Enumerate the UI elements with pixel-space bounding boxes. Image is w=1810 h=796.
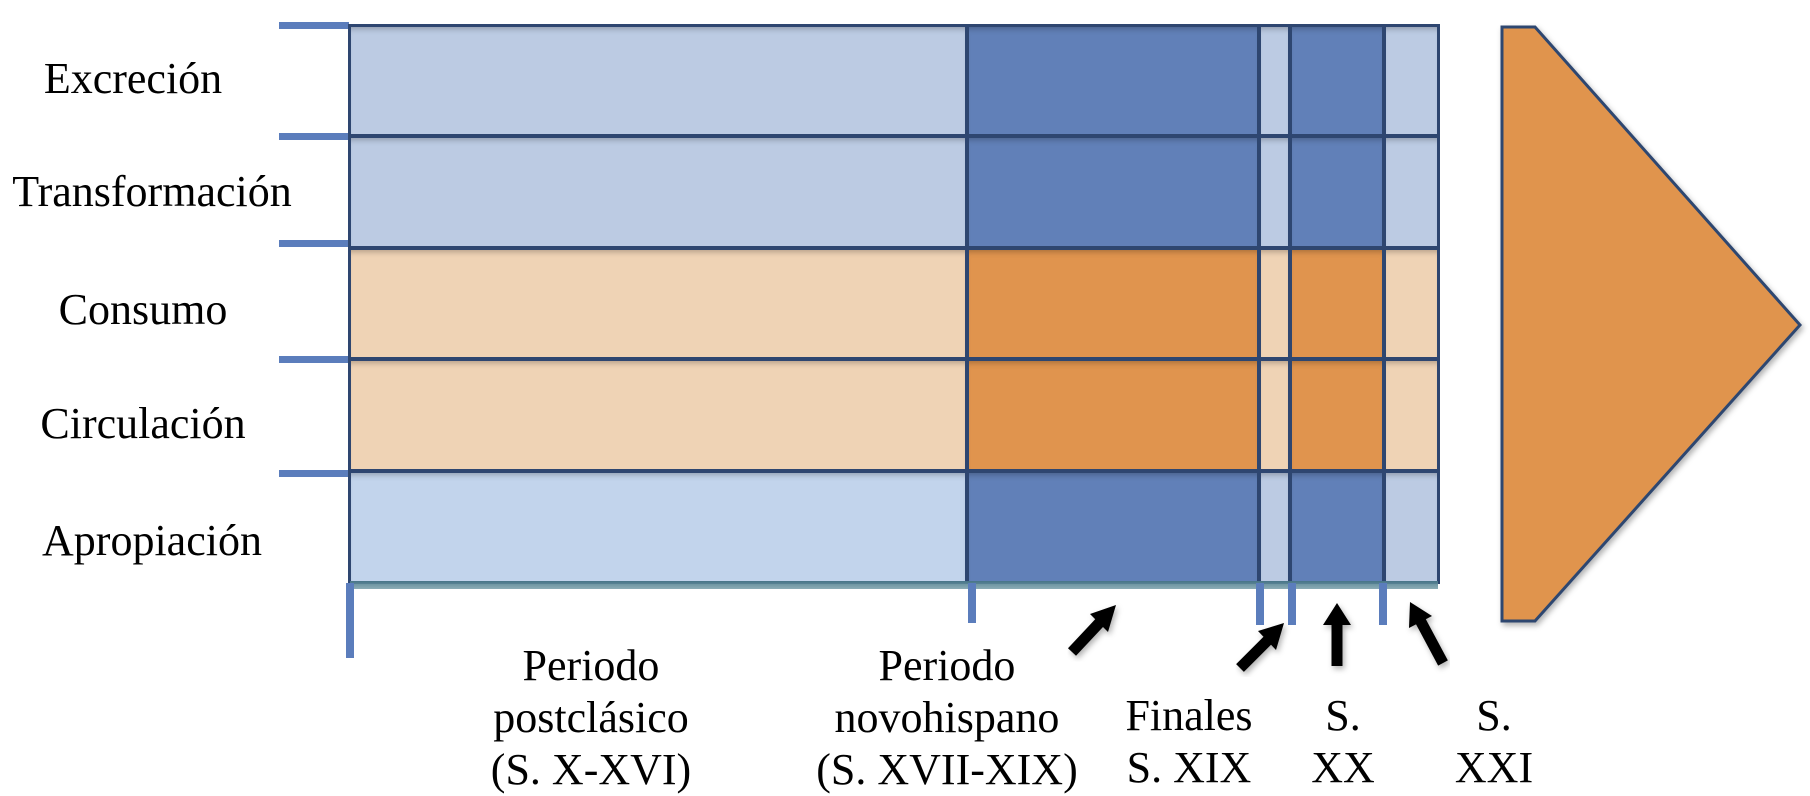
cell-4-0: [348, 470, 968, 584]
period-tick: [1256, 583, 1264, 625]
grid-base-band: [350, 581, 1438, 589]
row-label-apropiacion: Apropiación: [42, 516, 262, 565]
period-label-finales-xix: Finales S. XIX: [1125, 690, 1252, 794]
row-tick: [279, 22, 349, 29]
pointer-arrow-icon: [1236, 623, 1284, 672]
row-tick: [279, 470, 349, 477]
period-label-postclasico: Periodo postclásico (S. X-XVI): [491, 640, 691, 796]
pointer-arrow-icon: [1067, 605, 1116, 656]
row-label-transformacion: Transformación: [12, 167, 292, 216]
period-line: XXI: [1454, 743, 1534, 792]
period-label-xx: S. XX: [1311, 690, 1375, 794]
period-tick: [346, 583, 354, 658]
cell-4-1: [966, 470, 1260, 584]
period-tick: [968, 583, 976, 623]
period-line: (S. X-XVI): [490, 745, 692, 794]
period-line: postclásico: [493, 693, 689, 742]
period-tick: [1288, 583, 1296, 625]
cell-1-4: [1383, 135, 1440, 249]
row-label-consumo: Consumo: [58, 285, 228, 334]
period-line: (S. XVII-XIX): [816, 745, 1078, 794]
row-label-circulacion: Circulación: [40, 399, 246, 448]
period-line: Periodo: [522, 641, 660, 690]
row-tick: [279, 133, 349, 140]
cell-3-2: [1258, 358, 1291, 472]
cell-4-4: [1383, 470, 1440, 584]
future-arrow-icon: [1500, 25, 1803, 623]
period-line: S.: [1476, 691, 1512, 740]
cell-1-0: [348, 135, 968, 249]
period-tick: [1379, 583, 1387, 625]
period-line: XX: [1311, 743, 1375, 792]
row-tick: [279, 240, 349, 247]
cell-2-4: [1383, 247, 1440, 360]
period-line: S.: [1325, 691, 1361, 740]
period-label-novohispano: Periodo novohispano (S. XVII-XIX): [816, 640, 1078, 796]
period-line: S. XIX: [1126, 743, 1252, 792]
cell-1-1: [966, 135, 1260, 249]
period-line: Periodo: [878, 641, 1016, 690]
row-tick: [279, 356, 349, 363]
pointer-arrow-icon: [1323, 603, 1351, 666]
pointer-arrow-icon: [1409, 602, 1448, 666]
row-label-excrecion: Excreción: [43, 54, 223, 103]
period-line: Finales: [1125, 691, 1253, 740]
period-line: novohispano: [834, 693, 1060, 742]
cell-1-3: [1289, 135, 1385, 249]
cell-3-0: [348, 358, 968, 472]
period-label-xxi: S. XXI: [1455, 690, 1533, 794]
